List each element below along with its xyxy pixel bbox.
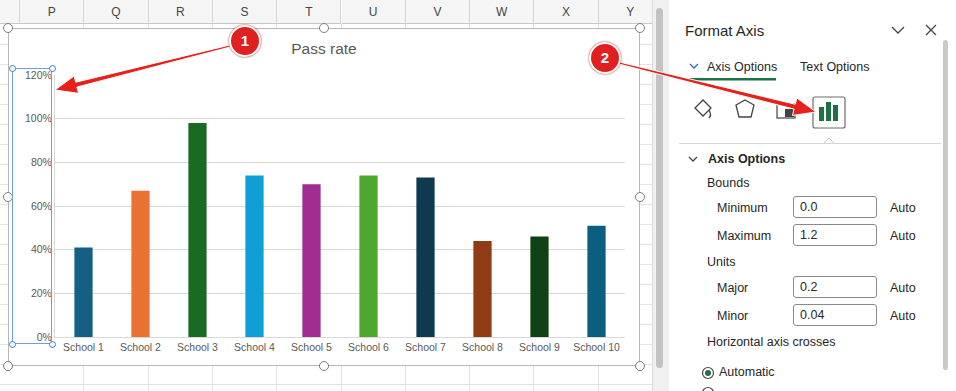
html-text:Axis Options: Axis Options [707, 60, 778, 74]
svg-text:School 8: School 8 [462, 341, 503, 353]
html-text:0.04: 0.04 [800, 308, 825, 322]
svg-text:School 2: School 2 [120, 341, 161, 353]
html-text:Bounds: Bounds [707, 176, 750, 190]
svg-text:School 4: School 4 [234, 341, 275, 353]
html-text:Q: Q [111, 5, 121, 19]
svg-text:40%: 40% [31, 243, 52, 255]
html-text:Axis Options: Axis Options [708, 152, 786, 166]
svg-text:80%: 80% [31, 156, 52, 168]
html-text:Maximum: Maximum [717, 229, 772, 243]
html-text:0.0: 0.0 [800, 200, 818, 214]
html-text:1.2: 1.2 [800, 228, 818, 242]
html-text:T: T [305, 5, 313, 19]
html-text:Minimum: Minimum [717, 201, 768, 215]
html-text:Auto: Auto [890, 281, 916, 295]
html-text:Y: Y [626, 5, 635, 19]
html-text:Units: Units [707, 255, 736, 269]
svg-text:20%: 20% [31, 287, 52, 299]
svg-text:School 1: School 1 [63, 341, 104, 353]
html-text:Major: Major [717, 281, 749, 295]
html-text:2: 2 [600, 49, 610, 66]
svg-text:School 5: School 5 [291, 341, 332, 353]
svg-text:School 7: School 7 [405, 341, 446, 353]
html-text:Auto: Auto [890, 201, 916, 215]
html-text:Automatic: Automatic [719, 365, 775, 379]
svg-text:School 6: School 6 [348, 341, 389, 353]
svg-text:School 9: School 9 [519, 341, 560, 353]
svg-text:120%: 120% [25, 69, 52, 81]
svg-text:60%: 60% [31, 200, 52, 212]
html-text:V: V [433, 5, 442, 19]
html-text:0.2: 0.2 [800, 280, 818, 294]
svg-text:School 3: School 3 [177, 341, 218, 353]
html-text:Auto: Auto [890, 309, 916, 323]
html-text:W: W [496, 5, 508, 19]
html-text:Horizontal axis crosses: Horizontal axis crosses [707, 335, 836, 349]
html-text:Minor: Minor [717, 309, 749, 323]
html-text:R: R [175, 5, 185, 19]
html-text:U: U [368, 5, 378, 19]
html-text:P: P [47, 5, 56, 19]
html-text:X: X [562, 5, 570, 19]
html-text:Auto: Auto [890, 229, 916, 243]
html-text:Format Axis: Format Axis [685, 22, 765, 39]
html-text:Text Options: Text Options [800, 60, 870, 74]
svg-text:Pass rate: Pass rate [291, 40, 356, 57]
svg-text:0%: 0% [36, 330, 52, 343]
html-text:S: S [240, 5, 249, 19]
svg-text:School 10: School 10 [573, 341, 620, 353]
html-text:1: 1 [240, 32, 250, 49]
svg-text:100%: 100% [25, 112, 52, 124]
